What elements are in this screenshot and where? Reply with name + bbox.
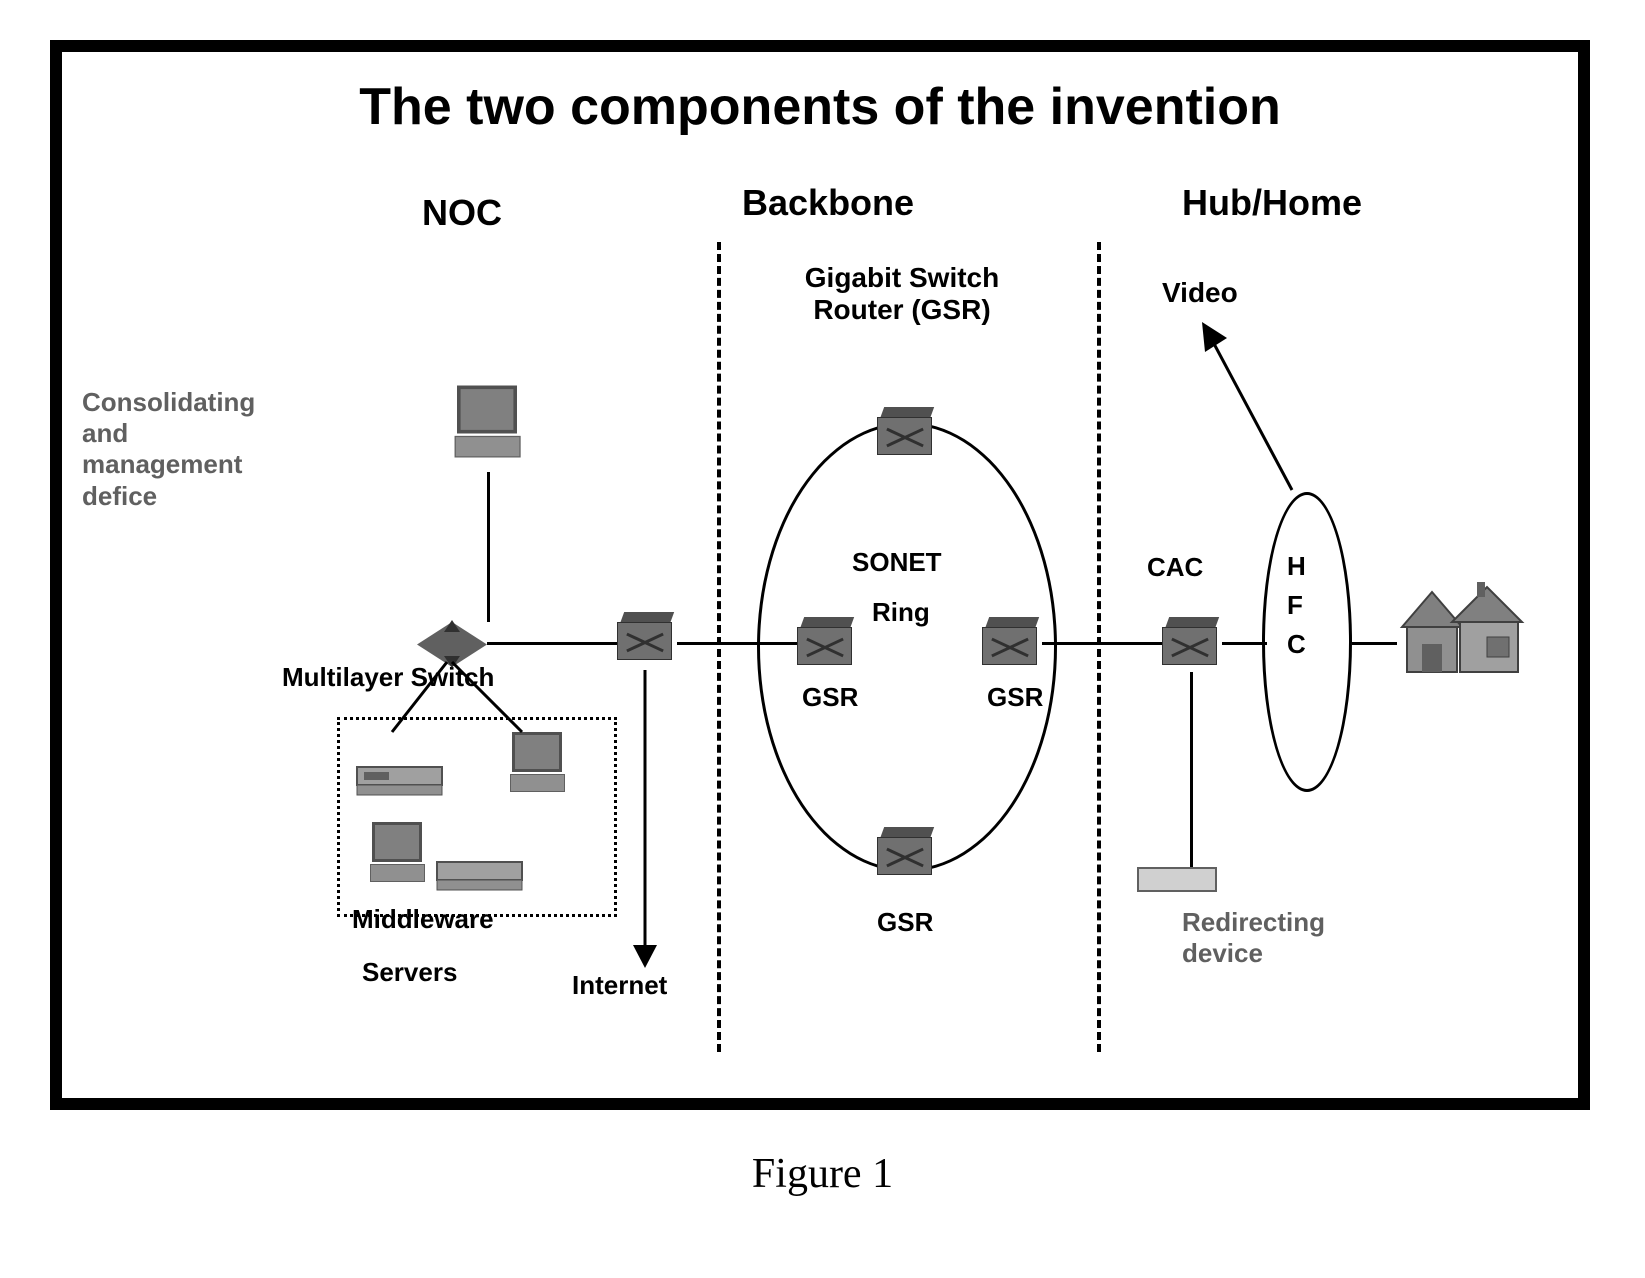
lines-diamond-servers bbox=[342, 652, 542, 752]
line-cac-redirect bbox=[1190, 672, 1193, 867]
label-redirecting: Redirectingdevice bbox=[1182, 907, 1325, 969]
label-internet: Internet bbox=[572, 970, 667, 1001]
label-hfc: HFC bbox=[1287, 547, 1306, 664]
line-cac-hfc bbox=[1222, 642, 1267, 645]
label-consolidating: Consolidatingandmanagementdefice bbox=[82, 387, 255, 512]
divider-2 bbox=[1097, 242, 1101, 1052]
server4-icon bbox=[432, 847, 532, 902]
label-gsr-heading: Gigabit SwitchRouter (GSR) bbox=[762, 262, 1042, 326]
line-switch-gsrleft bbox=[677, 642, 797, 645]
divider-1 bbox=[717, 242, 721, 1052]
label-servers: Servers bbox=[362, 957, 457, 988]
server3-icon bbox=[367, 822, 427, 887]
arrow-internet bbox=[625, 670, 685, 970]
label-gsr-left: GSR bbox=[802, 682, 858, 713]
noc-switch-icon bbox=[617, 612, 677, 667]
diagram-frame: The two components of the invention NOC … bbox=[50, 40, 1590, 1110]
diagram-title: The two components of the invention bbox=[62, 77, 1578, 137]
label-sonet: SONET bbox=[852, 547, 942, 578]
redirecting-device-icon bbox=[1137, 867, 1217, 892]
gsr-left-icon bbox=[797, 617, 857, 672]
label-cac: CAC bbox=[1147, 552, 1203, 583]
label-gsr-bottom: GSR bbox=[877, 907, 933, 938]
label-ring: Ring bbox=[872, 597, 930, 628]
cac-switch-icon bbox=[1162, 617, 1222, 672]
line-diamond-switch bbox=[487, 642, 617, 645]
section-noc: NOC bbox=[422, 192, 502, 234]
line-hfc-house bbox=[1352, 642, 1397, 645]
arrow-video bbox=[1187, 310, 1327, 500]
section-hubhome: Hub/Home bbox=[1182, 182, 1362, 224]
gsr-heading-text: Gigabit SwitchRouter (GSR) bbox=[805, 262, 999, 325]
section-backbone: Backbone bbox=[742, 182, 914, 224]
gsr-right-icon bbox=[982, 617, 1042, 672]
line-monitor-diamond bbox=[487, 472, 490, 622]
figure-caption: Figure 1 bbox=[0, 1150, 1645, 1198]
noc-monitor-icon bbox=[451, 386, 523, 464]
gsr-top-icon bbox=[877, 407, 937, 462]
line-gsrright-cac bbox=[1042, 642, 1162, 645]
label-gsr-right: GSR bbox=[987, 682, 1043, 713]
hfc-ellipse bbox=[1262, 492, 1352, 792]
house-icon bbox=[1392, 572, 1537, 682]
label-video: Video bbox=[1162, 277, 1238, 309]
gsr-bottom-icon bbox=[877, 827, 937, 882]
